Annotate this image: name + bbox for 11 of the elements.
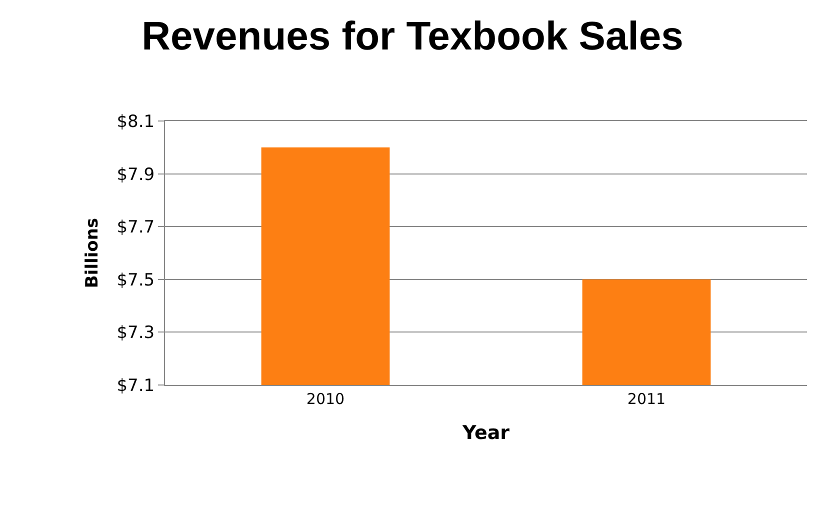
y-tick-label: $7.9 (116, 164, 155, 185)
x-axis-title: Year (461, 422, 510, 444)
y-tick-label: $7.7 (116, 218, 155, 238)
chart-title: Revenues for Texbook Sales (142, 14, 684, 58)
y-tick-label: $8.1 (116, 112, 155, 132)
x-tick-label: 2011 (627, 390, 666, 408)
y-tick-label: $7.1 (116, 376, 155, 396)
y-axis-title: Billions (82, 218, 102, 288)
y-tick-label: $7.5 (116, 270, 155, 290)
x-tick-label: 2010 (306, 390, 345, 408)
y-tick-label: $7.3 (116, 323, 155, 344)
